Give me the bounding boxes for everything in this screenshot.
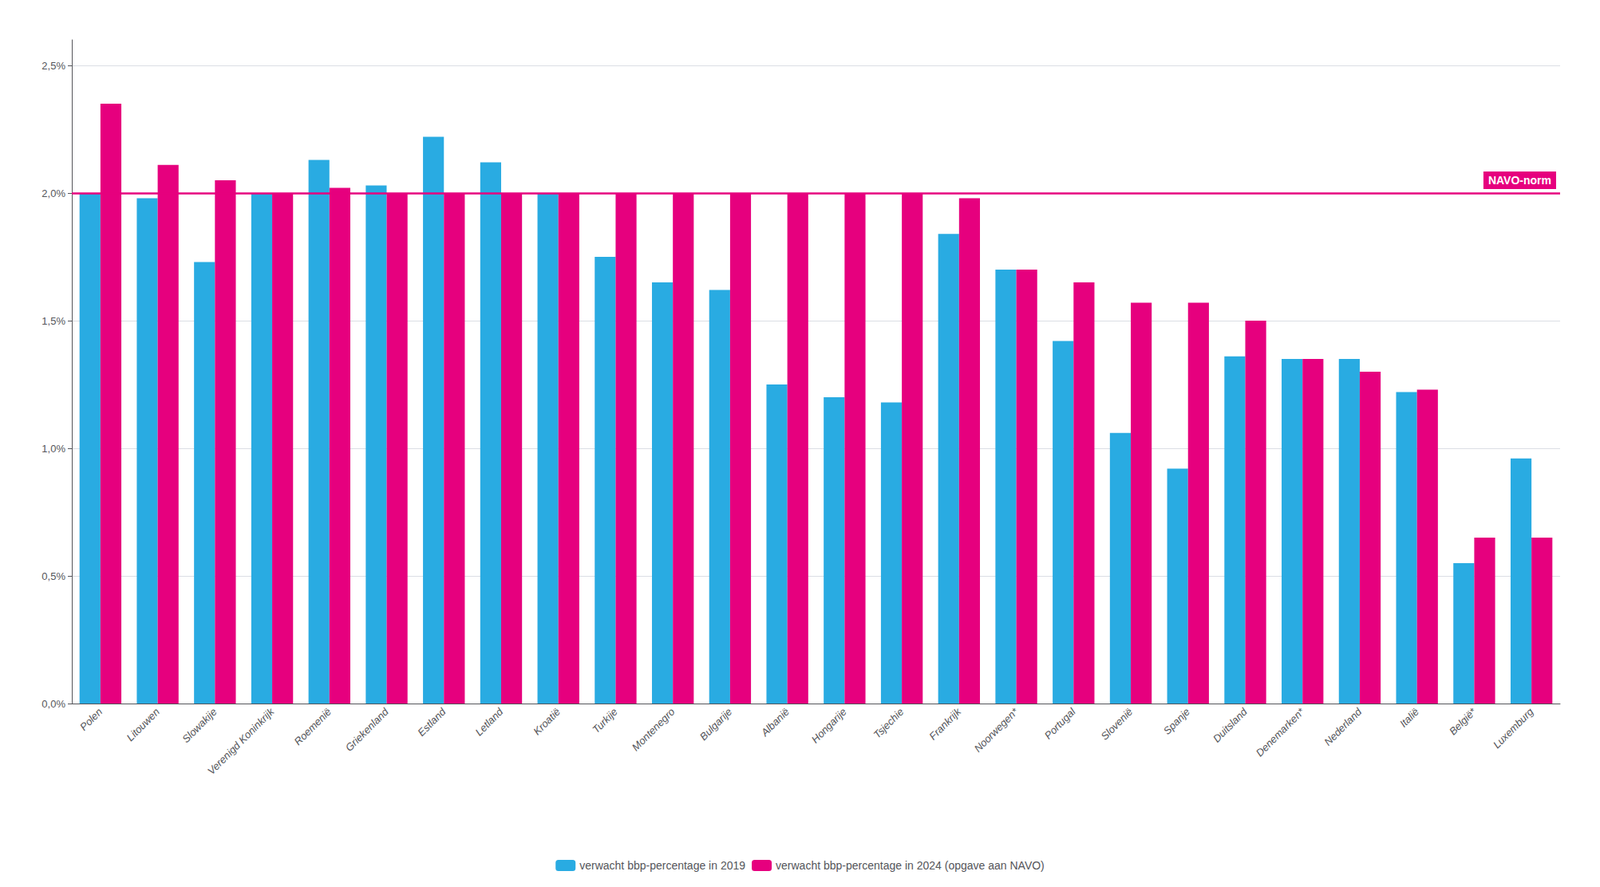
svg-text:Polen: Polen — [77, 706, 105, 734]
svg-text:Bulgarije: Bulgarije — [697, 706, 735, 743]
svg-text:1,0%: 1,0% — [41, 442, 66, 455]
svg-text:Slowakije: Slowakije — [179, 706, 219, 746]
svg-text:Albanië: Albanië — [758, 706, 792, 740]
svg-text:Kroatië: Kroatië — [530, 706, 563, 739]
svg-text:Estland: Estland — [414, 705, 449, 739]
svg-text:Slovenië: Slovenië — [1098, 706, 1135, 743]
svg-text:Italië: Italië — [1397, 706, 1422, 731]
svg-text:Griekenland: Griekenland — [343, 705, 392, 755]
svg-text:verwacht bbp-percentage in 202: verwacht bbp-percentage in 2024 (opgave … — [775, 859, 1045, 873]
svg-text:Verenigd Koninkrijk: Verenigd Koninkrijk — [205, 705, 277, 778]
svg-text:België*: België* — [1446, 705, 1479, 738]
svg-text:2,0%: 2,0% — [41, 187, 66, 200]
svg-text:Turkije: Turkije — [589, 706, 620, 736]
svg-text:Spanje: Spanje — [1161, 706, 1193, 738]
svg-text:Duitsland: Duitsland — [1210, 705, 1250, 745]
svg-text:0,5%: 0,5% — [41, 570, 66, 583]
svg-text:Litouwen: Litouwen — [124, 706, 162, 744]
svg-text:Letland: Letland — [473, 705, 506, 739]
svg-text:Frankrijk: Frankrijk — [926, 705, 964, 743]
svg-text:NAVO-norm: NAVO-norm — [1488, 173, 1552, 187]
svg-text:Denemarken*: Denemarken* — [1253, 705, 1308, 759]
svg-text:Luxemburg: Luxemburg — [1490, 705, 1537, 751]
svg-text:Nederland: Nederland — [1321, 705, 1365, 749]
svg-text:Tsjechie: Tsjechie — [870, 706, 906, 742]
svg-text:Portugal: Portugal — [1042, 705, 1079, 743]
svg-text:Hongarije: Hongarije — [809, 706, 850, 747]
svg-text:Roemenië: Roemenië — [292, 706, 334, 748]
svg-text:0,0%: 0,0% — [41, 698, 66, 711]
svg-text:1,5%: 1,5% — [41, 315, 66, 328]
svg-text:Noorwegen*: Noorwegen* — [971, 705, 1022, 755]
svg-text:verwacht bbp-percentage in 201: verwacht bbp-percentage in 2019 — [579, 859, 746, 873]
svg-text:Montenegro: Montenegro — [629, 706, 678, 755]
svg-text:2,5%: 2,5% — [41, 59, 66, 72]
